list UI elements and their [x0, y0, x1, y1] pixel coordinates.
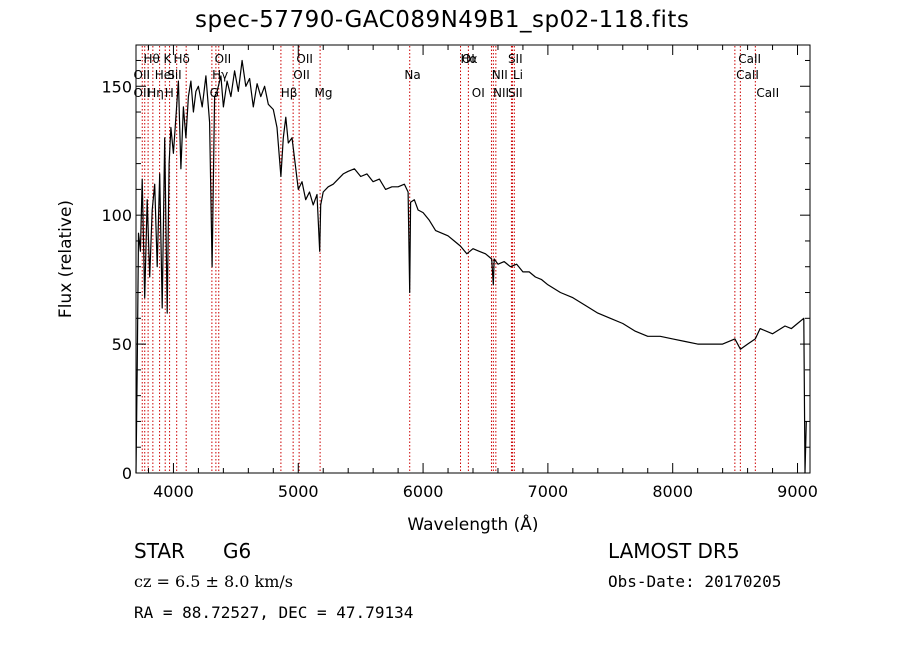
line-label-24: OI [472, 86, 485, 100]
line-label-22: Na [404, 68, 420, 82]
x-tick-label: 9000 [777, 482, 818, 501]
line-label-0: Hθ [143, 52, 159, 66]
line-label-20: Hβ [281, 86, 298, 100]
obs-date: Obs-Date: 20170205 [608, 572, 782, 591]
y-tick-label: 0 [122, 464, 132, 483]
line-label-23: OI [462, 52, 475, 66]
y-tick-label: 50 [112, 335, 132, 354]
line-label-18: H [165, 86, 174, 100]
x-tick-label: 4000 [153, 482, 194, 501]
line-label-6: SII [508, 52, 523, 66]
line-label-13: NII [492, 68, 508, 82]
line-label-27: CaII [756, 86, 779, 100]
line-label-3: OII [215, 52, 232, 66]
line-label-2: Hδ [173, 52, 189, 66]
x-tick-label: 8000 [652, 482, 693, 501]
line-label-5: Hα [461, 52, 478, 66]
line-label-19: G [210, 86, 219, 100]
line-label-11: Hγ [212, 68, 228, 82]
line-label-17: Hη [147, 86, 164, 100]
y-axis-label: Flux (relative) [56, 200, 76, 318]
line-label-15: CaII [736, 68, 759, 82]
line-label-1: K [163, 52, 172, 66]
line-label-21: Mg [314, 86, 332, 100]
subclass: G6 [223, 539, 252, 563]
x-tick-label: 6000 [403, 482, 444, 501]
line-label-14: Li [513, 68, 523, 82]
line-label-9: HeI [155, 68, 175, 82]
line-label-4: OII [296, 52, 313, 66]
x-tick-label: 5000 [278, 482, 319, 501]
object-type: STAR [134, 539, 185, 563]
line-label-25: NII [493, 86, 509, 100]
coordinates: RA = 88.72527, DEC = 47.79134 [134, 603, 414, 622]
x-axis-label: Wavelength (Å) [407, 513, 538, 535]
survey-label: LAMOST DR5 [608, 539, 740, 563]
y-tick-label: 100 [101, 206, 132, 225]
line-label-7: CaII [738, 52, 761, 66]
velocity-readout: cz = 6.5 ± 8.0 km/s [134, 572, 293, 591]
line-label-8: OII [134, 68, 151, 82]
y-tick-label: 150 [101, 77, 132, 96]
line-label-10: SiI [167, 68, 182, 82]
x-tick-label: 7000 [528, 482, 569, 501]
spectrum-line [135, 59, 807, 474]
line-label-12: OII [293, 68, 310, 82]
plot-frame [135, 44, 811, 474]
chart-title: spec-57790-GAC089N49B1_sp02-118.fits [195, 7, 690, 33]
line-label-26: SII [508, 86, 523, 100]
line-label-16: OII [134, 86, 151, 100]
